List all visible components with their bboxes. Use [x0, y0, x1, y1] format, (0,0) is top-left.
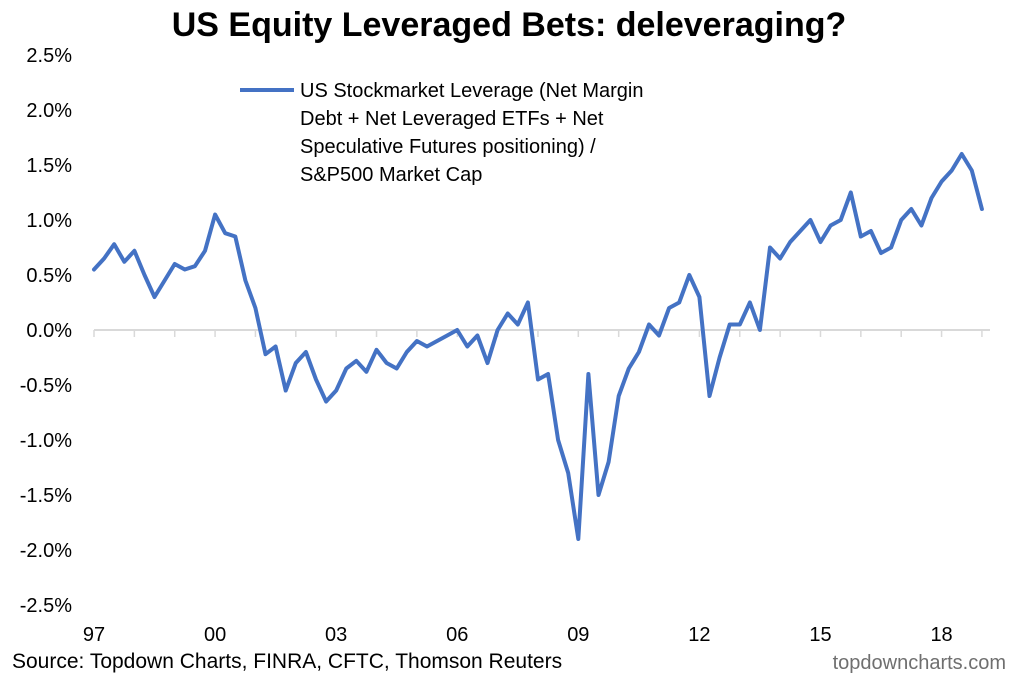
legend-label: S&P500 Market Cap — [300, 164, 482, 186]
watermark: topdowncharts.com — [832, 652, 1006, 674]
y-tick-label: -2.0% — [20, 540, 72, 562]
x-tick-label: 09 — [567, 624, 589, 646]
y-tick-label: 0.5% — [26, 265, 72, 287]
y-tick-label: -1.0% — [20, 430, 72, 452]
legend: US Stockmarket Leverage (Net Margin Debt … — [240, 80, 643, 186]
y-tick-label: 1.0% — [26, 210, 72, 232]
x-tick-label: 97 — [83, 624, 105, 646]
x-axis: 97 00 03 06 09 12 15 18 — [83, 329, 990, 646]
y-tick-label: 2.0% — [26, 100, 72, 122]
y-tick-label: -1.5% — [20, 485, 72, 507]
series-layer — [92, 152, 984, 541]
x-tick-label: 03 — [325, 624, 347, 646]
legend-label: Speculative Futures positioning) / — [300, 136, 596, 158]
y-tick-label: 0.0% — [26, 320, 72, 342]
x-tick-label: 15 — [809, 624, 831, 646]
y-tick-label: -0.5% — [20, 375, 72, 397]
source-note: Source: Topdown Charts, FINRA, CFTC, Tho… — [12, 650, 563, 673]
x-tick-label: 00 — [204, 624, 226, 646]
legend-label: Debt + Net Leveraged ETFs + Net — [300, 108, 604, 130]
y-tick-label: 1.5% — [26, 155, 72, 177]
x-tick-label: 18 — [930, 624, 952, 646]
legend-label: US Stockmarket Leverage (Net Margin — [300, 80, 643, 102]
chart-title: US Equity Leveraged Bets: deleveraging? — [171, 6, 847, 44]
y-axis-tick-labels: 2.5% 2.0% 1.5% 1.0% 0.5% 0.0% -0.5% -1.0% -1.5% -… — [20, 45, 72, 617]
y-tick-label: -2.5% — [20, 595, 72, 617]
x-tick-label: 06 — [446, 624, 468, 646]
x-tick-label: 12 — [688, 624, 710, 646]
y-tick-label: 2.5% — [26, 45, 72, 67]
series-line — [92, 152, 984, 541]
